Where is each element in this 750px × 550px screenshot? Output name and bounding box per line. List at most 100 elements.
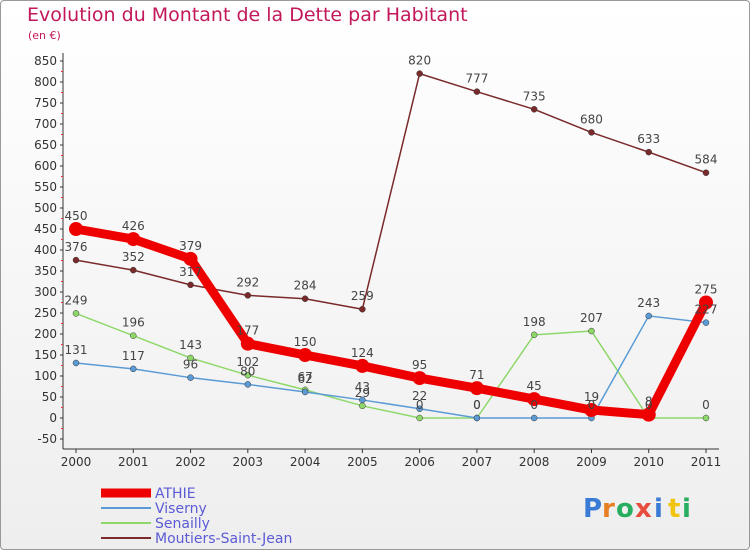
data-label: 633	[637, 132, 660, 146]
data-point	[72, 359, 80, 367]
data-point	[126, 232, 141, 247]
data-label: 124	[351, 346, 374, 360]
data-point	[72, 256, 80, 264]
data-label: 196	[122, 316, 145, 330]
data-label: 80	[240, 364, 255, 378]
y-tick-label: 50	[42, 390, 57, 404]
data-point	[301, 295, 309, 302]
brand-logo-letter: t	[668, 494, 680, 524]
data-label: 117	[122, 349, 145, 363]
data-point	[588, 129, 595, 136]
data-label: 0	[530, 398, 538, 412]
series-line-athie	[75, 224, 711, 420]
data-point	[584, 403, 599, 418]
data-label: 379	[179, 239, 202, 253]
y-tick-label: 250	[34, 306, 57, 320]
series-line-moutiers-saint-jean	[75, 72, 707, 310]
data-point	[244, 292, 252, 299]
y-tick-label: 750	[34, 96, 57, 110]
data-point	[416, 414, 423, 422]
data-point	[244, 381, 252, 388]
y-tick-label: 100	[34, 369, 57, 383]
data-label: 292	[236, 275, 259, 289]
data-label: 243	[637, 296, 660, 310]
data-label: 249	[65, 293, 88, 307]
x-tick-label: 2001	[118, 455, 149, 469]
data-point	[130, 332, 137, 339]
data-label: 143	[179, 338, 202, 352]
x-tick-label: 2000	[61, 455, 92, 469]
brand-logo-letter: P	[583, 494, 602, 524]
y-tick-label: 850	[34, 54, 57, 68]
y-tick-label: 400	[34, 243, 57, 257]
data-label: 0	[473, 398, 481, 412]
chart-subtitle: (en €)	[28, 29, 61, 42]
data-label: 207	[580, 311, 603, 325]
x-tick-label: 2003	[233, 455, 264, 469]
y-tick-label: 150	[34, 348, 57, 362]
data-point	[702, 169, 710, 176]
x-tick-label: 2009	[576, 455, 607, 469]
brand-logo-letter: i	[654, 494, 663, 524]
data-point	[702, 414, 710, 422]
x-tick-label: 2004	[290, 455, 321, 469]
x-tick-label: 2010	[633, 455, 664, 469]
data-label: 22	[412, 389, 427, 403]
brand-logo-letter: i	[682, 494, 691, 524]
data-label: 227	[695, 303, 718, 317]
data-point	[702, 319, 710, 326]
data-label: 735	[523, 89, 546, 103]
data-label: 67	[297, 370, 312, 384]
legend-label: Moutiers-Saint-Jean	[155, 531, 292, 547]
data-label: 352	[122, 250, 145, 264]
data-point	[130, 266, 137, 274]
data-label: 0	[645, 398, 653, 412]
data-label: 680	[580, 112, 603, 126]
y-tick-label: 450	[34, 222, 57, 236]
brand-logo-letter: r	[602, 494, 615, 524]
data-point	[645, 312, 652, 320]
data-point	[416, 70, 423, 77]
x-tick-label: 2002	[175, 455, 206, 469]
brand-logo-letter: x	[635, 494, 652, 524]
data-label: 259	[351, 289, 374, 303]
data-label: 62	[297, 372, 312, 386]
series-line-senailly	[75, 312, 706, 419]
data-point	[301, 388, 309, 396]
y-tick-label: 500	[34, 201, 57, 215]
data-point	[187, 281, 194, 289]
series-line-viserny	[75, 315, 707, 419]
data-point	[473, 88, 481, 95]
data-point	[530, 106, 538, 113]
data-label: 150	[294, 335, 317, 349]
data-label: 820	[408, 54, 431, 68]
data-label: 584	[695, 153, 718, 167]
data-label: 284	[294, 279, 317, 293]
data-label: 19	[584, 390, 599, 404]
y-tick-label: 700	[34, 117, 57, 131]
x-tick-label: 2011	[691, 455, 722, 469]
data-point	[355, 358, 370, 373]
x-tick-label: 2006	[404, 455, 435, 469]
y-tick-label: 350	[34, 264, 57, 278]
data-point	[473, 414, 481, 422]
data-point	[469, 381, 484, 396]
data-point	[699, 295, 713, 310]
data-label: 8	[645, 395, 653, 409]
y-tick-label: 800	[34, 75, 57, 89]
data-point	[240, 336, 255, 351]
y-tick-label: 600	[34, 159, 57, 173]
data-label: 0	[588, 398, 596, 412]
data-label: 131	[65, 343, 88, 357]
data-point	[359, 402, 366, 410]
legend-label: ATHIE	[155, 486, 196, 502]
data-point	[183, 251, 198, 266]
data-point	[244, 371, 252, 379]
data-point	[641, 407, 656, 422]
data-label: 426	[122, 219, 145, 233]
y-tick-label: 0	[49, 411, 57, 425]
data-label: 95	[412, 358, 427, 372]
data-point	[359, 396, 366, 404]
